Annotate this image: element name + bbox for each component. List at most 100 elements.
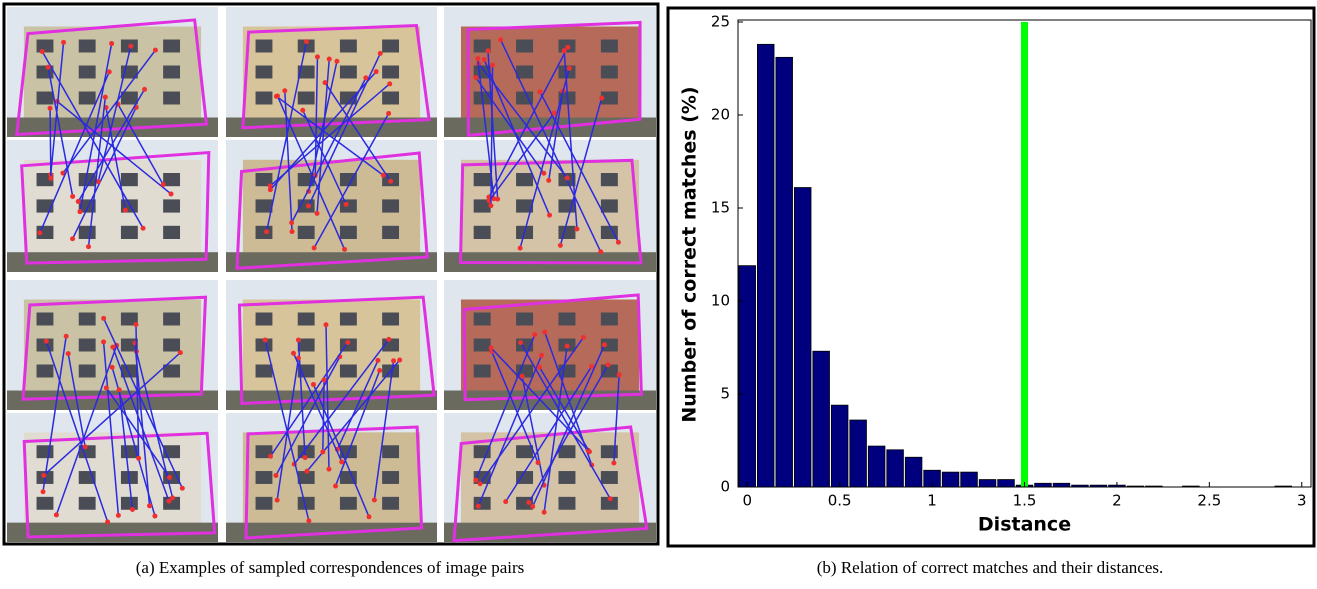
keypoint xyxy=(110,365,115,370)
keypoint xyxy=(490,63,495,68)
keypoint xyxy=(61,40,66,45)
keypoint xyxy=(117,387,122,392)
keypoint xyxy=(304,39,309,44)
photo-window xyxy=(340,313,357,326)
keypoint xyxy=(542,330,547,335)
keypoint xyxy=(48,176,53,181)
photo-window xyxy=(516,173,533,186)
bar xyxy=(1053,483,1070,487)
photo-window xyxy=(601,471,618,484)
keypoint xyxy=(387,81,392,86)
photo-window xyxy=(121,173,138,186)
photo-window xyxy=(340,66,357,79)
keypoint xyxy=(391,358,396,363)
bar xyxy=(905,457,922,487)
keypoint xyxy=(503,499,508,504)
keypoint xyxy=(130,507,135,512)
keypoint xyxy=(605,362,610,367)
photo-window xyxy=(79,365,96,378)
photo-window xyxy=(474,339,491,352)
x-tick-label: 3 xyxy=(1297,492,1307,510)
photo-window xyxy=(163,313,180,326)
x-tick-label: 2 xyxy=(1112,492,1122,510)
photo-window xyxy=(79,313,96,326)
photo-window xyxy=(558,226,575,239)
photo-window xyxy=(163,92,180,105)
keypoint xyxy=(41,489,46,494)
keypoint xyxy=(268,187,273,192)
x-tick-label: 0 xyxy=(742,492,752,510)
keypoint xyxy=(152,514,157,519)
page: 00.511.522.530510152025DistanceNumber of… xyxy=(0,0,1317,584)
keypoint xyxy=(381,173,386,178)
keypoint xyxy=(147,503,152,508)
photo-window xyxy=(121,226,138,239)
keypoint xyxy=(333,484,338,489)
keypoint xyxy=(275,93,280,98)
keypoint xyxy=(44,339,49,344)
photo-window xyxy=(163,339,180,352)
bar xyxy=(794,188,811,487)
photo-window xyxy=(474,226,491,239)
photo-window xyxy=(558,497,575,510)
keypoint xyxy=(334,59,339,64)
bar xyxy=(831,405,848,487)
keypoint xyxy=(386,111,391,116)
x-tick-label: 0.5 xyxy=(828,492,852,510)
photo-window xyxy=(79,339,96,352)
photo-window xyxy=(37,313,54,326)
keypoint xyxy=(315,54,320,59)
photo-window xyxy=(601,173,618,186)
keypoint xyxy=(537,365,542,370)
keypoint xyxy=(123,208,128,213)
keypoint xyxy=(109,41,114,46)
bar xyxy=(1035,483,1052,487)
keypoint xyxy=(478,481,483,486)
photo-window xyxy=(256,365,273,378)
keypoint xyxy=(397,358,402,363)
photo-window xyxy=(558,365,575,378)
photo-window xyxy=(340,497,357,510)
y-tick-label: 20 xyxy=(711,106,730,124)
keypoint xyxy=(558,243,563,248)
photo-window xyxy=(382,226,399,239)
photo-window xyxy=(79,40,96,53)
photo-window xyxy=(163,66,180,79)
keypoint xyxy=(312,245,317,250)
photo-window xyxy=(37,445,54,458)
keypoint xyxy=(489,345,494,350)
y-tick-label: 0 xyxy=(720,478,730,496)
photo-window xyxy=(256,66,273,79)
keypoint xyxy=(169,191,174,196)
photo-window xyxy=(256,226,273,239)
keypoint xyxy=(565,344,570,349)
keypoint xyxy=(320,449,325,454)
keypoint xyxy=(264,229,269,234)
photo-window xyxy=(163,226,180,239)
keypoint xyxy=(565,175,570,180)
y-tick-label: 5 xyxy=(720,385,730,403)
keypoint xyxy=(289,220,294,225)
photo-window xyxy=(382,199,399,212)
keypoint xyxy=(541,171,546,176)
keypoint xyxy=(141,226,146,231)
bar xyxy=(868,446,885,487)
left-caption: (a) Examples of sampled correspondences … xyxy=(136,558,525,577)
keypoint xyxy=(104,385,109,390)
figure: 00.511.522.530510152025DistanceNumber of… xyxy=(0,0,1317,584)
bar xyxy=(739,266,756,487)
bar xyxy=(813,351,830,487)
keypoint xyxy=(546,178,551,183)
y-axis-label: Number of correct matches (%) xyxy=(679,86,701,422)
keypoint xyxy=(475,56,480,61)
photo-window xyxy=(382,66,399,79)
keypoint xyxy=(76,199,81,204)
photo-window xyxy=(37,497,54,510)
keypoint xyxy=(54,512,59,517)
keypoint xyxy=(136,456,141,461)
keypoint xyxy=(378,51,383,56)
keypoint xyxy=(476,504,481,509)
photo-window xyxy=(298,92,315,105)
keypoint xyxy=(315,211,320,216)
photo-window xyxy=(163,40,180,53)
